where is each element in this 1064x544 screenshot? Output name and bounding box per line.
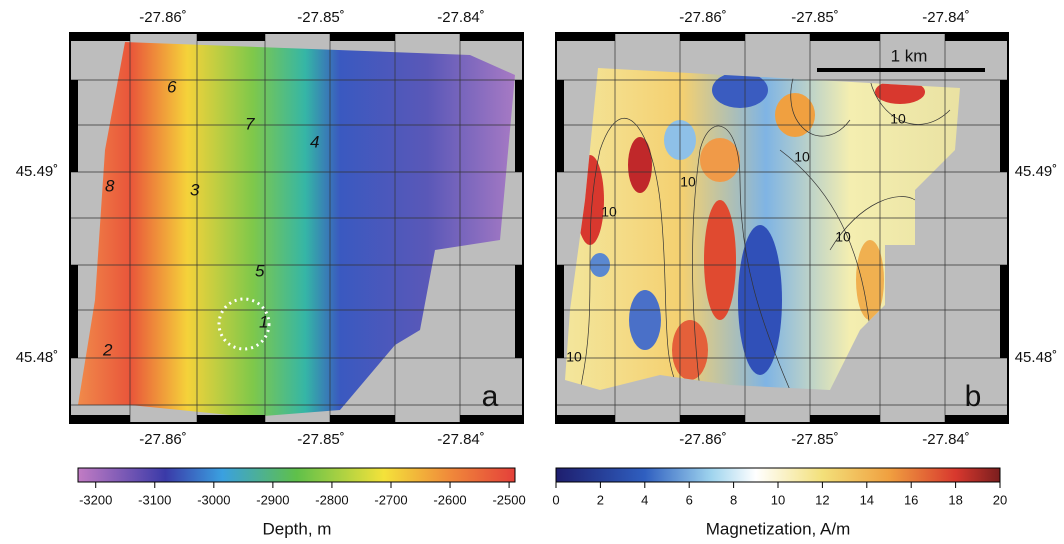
colorbar (78, 468, 515, 482)
lon-label: -27.85˚ (791, 431, 839, 448)
lon-label: -27.84˚ (922, 431, 970, 448)
lat-label: 45.49˚ (16, 163, 59, 180)
colorbar-tick-label: 0 (552, 492, 559, 507)
lon-label: -27.84˚ (437, 9, 485, 26)
colorbar-tick-label: 4 (641, 492, 648, 507)
colorbar-tick-label: 2 (597, 492, 604, 507)
colorbar-tick-label: 16 (904, 492, 918, 507)
lon-label: -27.86˚ (679, 9, 727, 26)
site-label: 6 (167, 77, 177, 96)
panel-letter: b (965, 380, 982, 413)
colorbar-tick-label: -2700 (374, 492, 407, 507)
lon-label: -27.86˚ (139, 431, 187, 448)
site-label: 4 (310, 132, 319, 151)
colorbar-tick-label: -3200 (79, 492, 112, 507)
site-label: 8 (105, 176, 115, 195)
colorbar-tick-label: 8 (730, 492, 737, 507)
contour-label: 10 (890, 111, 906, 127)
colorbar-label: Magnetization, A/m (706, 519, 851, 538)
lon-label: -27.85˚ (297, 431, 345, 448)
colorbar-tick-label: -3000 (197, 492, 230, 507)
lon-label: -27.86˚ (139, 9, 187, 26)
site-label: 2 (102, 340, 113, 359)
lon-label: -27.85˚ (297, 9, 345, 26)
figure: 6 7 4 8 3 5 1 2 a -27.86˚ -27.85˚ -27.84… (0, 0, 1064, 544)
colorbar-tick-label: 20 (993, 492, 1007, 507)
lon-label: -27.84˚ (437, 431, 485, 448)
lat-label: 45.48˚ (16, 349, 59, 366)
contour-label: 10 (680, 174, 696, 190)
lat-label: 45.49˚ (1015, 163, 1058, 180)
site-label: 3 (190, 180, 200, 199)
contour-label: 10 (601, 204, 617, 220)
site-label: 1 (259, 312, 268, 331)
site-label: 7 (245, 114, 255, 133)
contour-label: 10 (794, 149, 810, 165)
contour-label: 10 (566, 349, 582, 365)
colorbar-tick-label: 10 (771, 492, 785, 507)
lat-label: 45.48˚ (1015, 349, 1058, 366)
colorbar-tick-label: 18 (948, 492, 962, 507)
colorbar-tick-label: -2600 (433, 492, 466, 507)
colorbar-tick-label: -3100 (138, 492, 171, 507)
map-panel: 1 km 10 10 10 10 10 10 b -27.86˚ -27.85˚… (556, 9, 1057, 448)
map-panel: 6 7 4 8 3 5 1 2 a -27.86˚ -27.85˚ -27.84… (16, 9, 523, 448)
lon-label: -27.86˚ (679, 431, 727, 448)
lon-label: -27.84˚ (922, 9, 970, 26)
colorbar-tick-label: 12 (815, 492, 829, 507)
colorbar-tick-label: 14 (860, 492, 874, 507)
colorbar-tick-label: 6 (686, 492, 693, 507)
site-label: 5 (255, 261, 265, 280)
scale-bar-label: 1 km (891, 46, 928, 65)
panel-letter: a (482, 380, 499, 413)
colorbar-tick-label: -2900 (256, 492, 289, 507)
colorbar (556, 468, 1000, 482)
contour-label: 10 (835, 229, 851, 245)
colorbar-tick-label: -2800 (315, 492, 348, 507)
colorbar-label: Depth, m (263, 519, 332, 538)
colorbar-tick-label: -2500 (492, 492, 525, 507)
lon-label: -27.85˚ (791, 9, 839, 26)
